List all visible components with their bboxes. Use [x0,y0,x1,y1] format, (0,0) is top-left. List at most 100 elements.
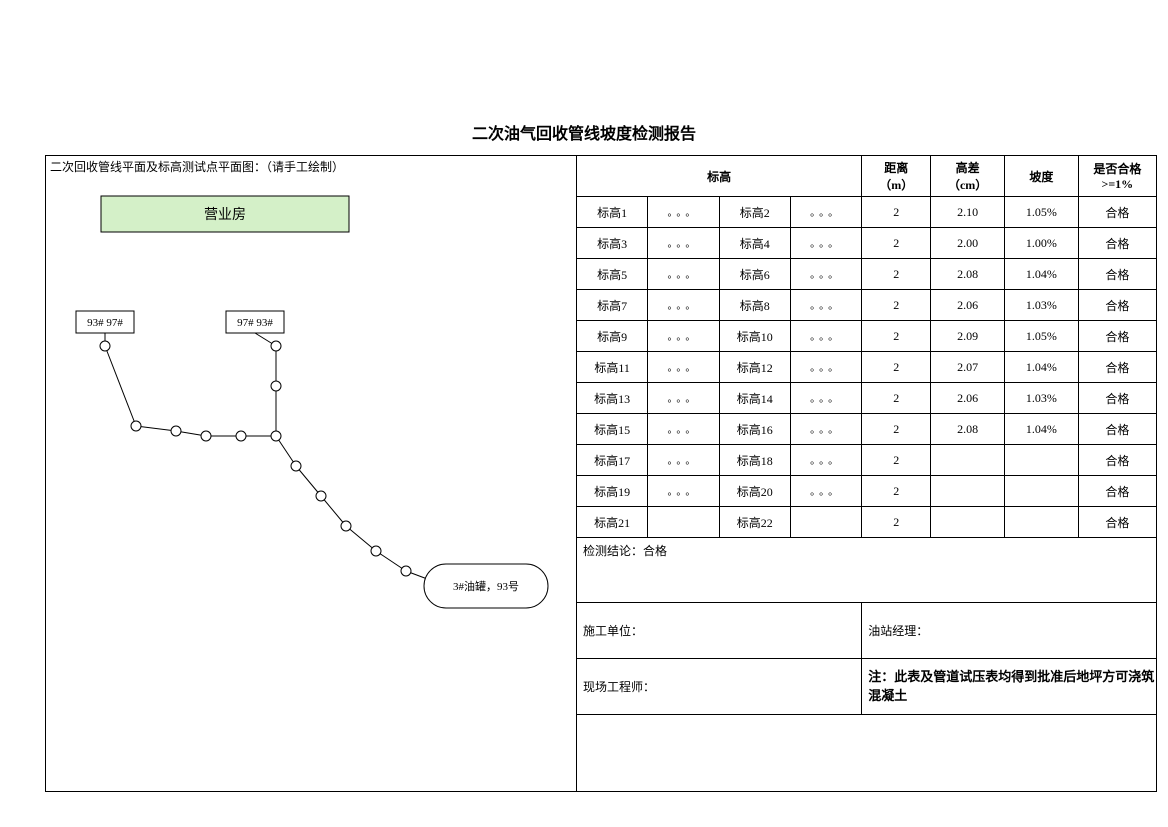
slope-value: 1.03% [1004,383,1078,414]
pass-value: 合格 [1078,445,1156,476]
table-row: 标高21标高222合格 [577,507,1156,538]
bg-b-value [790,507,861,538]
bg-b-value: 。。。 [790,321,861,352]
bg-a-value: 。。。 [648,476,719,507]
pass-value: 合格 [1078,228,1156,259]
dist-value: 2 [862,507,931,538]
slope-value: 1.05% [1004,321,1078,352]
bg-b-value: 。。。 [790,197,861,228]
pipeline-diagram: 营业房 93# 97# 97# 93# 3#油罐，93号 [46,156,576,791]
svg-text:营业房: 营业房 [204,207,246,223]
slope-value: 1.04% [1004,414,1078,445]
diff-value [931,507,1005,538]
bg-a-label: 标高17 [577,445,648,476]
dist-value: 2 [862,259,931,290]
table-row: 标高3。。。标高4。。。22.001.00%合格 [577,228,1156,259]
header-dist: 距离（m） [862,156,931,197]
table-row: 标高5。。。标高6。。。22.081.04%合格 [577,259,1156,290]
bg-b-label: 标高16 [719,414,790,445]
table-row: 标高17。。。标高18。。。2合格 [577,445,1156,476]
bg-b-label: 标高18 [719,445,790,476]
bg-a-value: 。。。 [648,445,719,476]
dist-value: 2 [862,197,931,228]
bg-a-label: 标高7 [577,290,648,321]
svg-text:93# 97#: 93# 97# [87,317,123,329]
bg-b-value: 。。。 [790,414,861,445]
diff-value: 2.08 [931,414,1005,445]
conclusion-cell: 检测结论：合格 [577,538,1156,603]
svg-text:97# 93#: 97# 93# [237,317,273,329]
bg-a-label: 标高9 [577,321,648,352]
diff-value [931,476,1005,507]
bg-a-value: 。。。 [648,197,719,228]
bg-a-value: 。。。 [648,259,719,290]
bg-b-label: 标高4 [719,228,790,259]
bg-b-label: 标高2 [719,197,790,228]
bg-b-value: 。。。 [790,352,861,383]
table-row: 标高15。。。标高16。。。22.081.04%合格 [577,414,1156,445]
bg-a-label: 标高5 [577,259,648,290]
table-row: 标高19。。。标高20。。。2合格 [577,476,1156,507]
dist-value: 2 [862,290,931,321]
bg-a-label: 标高19 [577,476,648,507]
bg-b-value: 。。。 [790,445,861,476]
bg-a-value: 。。。 [648,383,719,414]
construction-unit-cell: 施工单位： [577,603,862,659]
note-cell: 注：此表及管道试压表均得到批准后地坪方可浇筑混凝土 [862,659,1156,715]
bg-b-value: 。。。 [790,383,861,414]
dist-value: 2 [862,352,931,383]
diff-value: 2.06 [931,290,1005,321]
svg-text:3#油罐，93号: 3#油罐，93号 [453,579,519,593]
diff-value: 2.10 [931,197,1005,228]
bg-a-value: 。。。 [648,414,719,445]
bg-b-label: 标高10 [719,321,790,352]
bg-b-value: 。。。 [790,290,861,321]
report-title: 二次油气回收管线坡度检测报告 [0,120,1168,144]
bg-a-label: 标高13 [577,383,648,414]
pass-value: 合格 [1078,352,1156,383]
pass-value: 合格 [1078,290,1156,321]
header-diff: 高差（cm） [931,156,1005,197]
pass-value: 合格 [1078,476,1156,507]
table-row: 标高11。。。标高12。。。22.071.04%合格 [577,352,1156,383]
site-engineer-cell: 现场工程师： [577,659,862,715]
slope-value: 1.03% [1004,290,1078,321]
bg-a-label: 标高15 [577,414,648,445]
slope-table: 标高 距离（m） 高差（cm） 坡度 是否合格>=1% 标高1。。。标高2。。。… [577,156,1156,715]
slope-value [1004,445,1078,476]
bg-b-label: 标高8 [719,290,790,321]
dist-value: 2 [862,414,931,445]
data-panel: 标高 距离（m） 高差（cm） 坡度 是否合格>=1% 标高1。。。标高2。。。… [577,156,1156,791]
bg-a-value: 。。。 [648,352,719,383]
header-bg: 标高 [577,156,862,197]
slope-value: 1.04% [1004,352,1078,383]
diff-value: 2.06 [931,383,1005,414]
slope-value: 1.05% [1004,197,1078,228]
dist-value: 2 [862,445,931,476]
slope-value [1004,476,1078,507]
table-row: 标高9。。。标高10。。。22.091.05%合格 [577,321,1156,352]
pass-value: 合格 [1078,507,1156,538]
slope-value [1004,507,1078,538]
pass-value: 合格 [1078,383,1156,414]
bg-a-value [648,507,719,538]
header-slope: 坡度 [1004,156,1078,197]
slope-value: 1.04% [1004,259,1078,290]
bg-a-label: 标高1 [577,197,648,228]
dist-value: 2 [862,228,931,259]
bg-a-value: 。。。 [648,228,719,259]
pass-value: 合格 [1078,414,1156,445]
header-pass: 是否合格>=1% [1078,156,1156,197]
bg-b-label: 标高12 [719,352,790,383]
bg-b-value: 。。。 [790,259,861,290]
main-container: 二次回收管线平面及标高测试点平面图：（请手工绘制） 营业房93# 97#97# … [45,155,1157,792]
bg-b-value: 。。。 [790,476,861,507]
slope-value: 1.00% [1004,228,1078,259]
table-row: 标高1。。。标高2。。。22.101.05%合格 [577,197,1156,228]
dist-value: 2 [862,321,931,352]
bg-a-value: 。。。 [648,321,719,352]
bg-b-value: 。。。 [790,228,861,259]
table-row: 标高7。。。标高8。。。22.061.03%合格 [577,290,1156,321]
diff-value: 2.07 [931,352,1005,383]
bg-a-label: 标高11 [577,352,648,383]
